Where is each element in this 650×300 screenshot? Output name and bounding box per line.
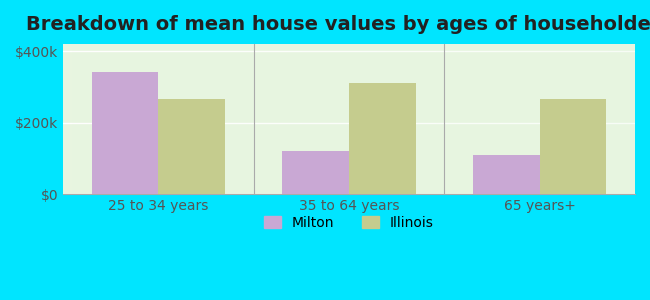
Bar — [540, 99, 606, 194]
Bar — [92, 73, 159, 194]
Bar — [282, 151, 349, 194]
Bar — [473, 155, 540, 194]
Title: Breakdown of mean house values by ages of householders: Breakdown of mean house values by ages o… — [26, 15, 650, 34]
Bar — [540, 99, 606, 194]
Bar — [349, 83, 416, 194]
Legend: Milton, Illinois: Milton, Illinois — [259, 210, 439, 235]
Bar — [159, 99, 225, 194]
Bar — [349, 83, 416, 194]
Bar — [92, 73, 159, 194]
Bar — [473, 155, 540, 194]
Bar — [159, 99, 225, 194]
Bar — [282, 151, 349, 194]
